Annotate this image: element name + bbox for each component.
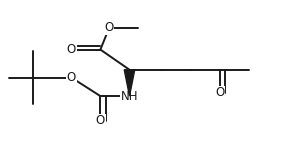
Text: O: O [104, 21, 114, 34]
Text: O: O [67, 71, 76, 84]
Polygon shape [124, 70, 135, 96]
Text: O: O [67, 43, 76, 56]
Text: O: O [96, 114, 105, 127]
Text: O: O [215, 86, 224, 100]
Text: NH: NH [121, 90, 138, 103]
